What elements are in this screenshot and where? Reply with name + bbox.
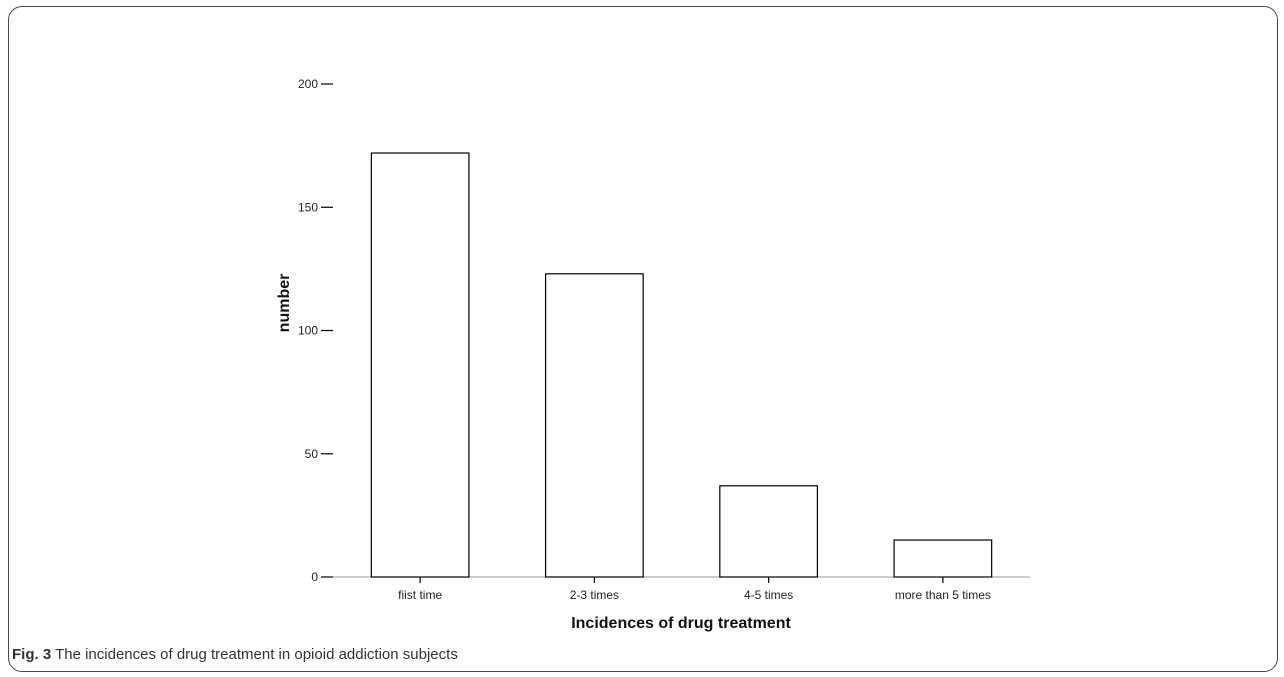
y-tick-label: 50 [305,447,319,461]
x-axis-title: Incidences of drug treatment [571,615,791,632]
bar [370,152,470,578]
figure-caption: Fig. 3 The incidences of drug treatment … [12,646,458,663]
y-tick-label: 150 [298,200,318,214]
bar [893,539,993,578]
bar [719,485,819,578]
caption-label: Fig. 3 [12,646,52,663]
x-tick-label: 2-3 times [570,588,619,602]
x-tick-label: fiist time [398,588,442,602]
y-axis-title: number [276,274,293,333]
y-tick-label: 200 [298,77,318,91]
y-axis: 0 50 100 150 200 [298,77,333,584]
caption-text: The incidences of drug treatment in opio… [55,646,458,663]
x-tick-label: more than 5 times [895,588,991,602]
bars [370,152,993,578]
y-tick-label: 0 [311,570,318,584]
x-tick-label: 4-5 times [744,588,793,602]
figure-frame [8,6,1278,672]
bar [544,273,644,578]
x-axis: fiist time 2-3 times 4-5 times more than 5 … [333,576,1030,602]
y-tick-label: 100 [298,324,318,338]
